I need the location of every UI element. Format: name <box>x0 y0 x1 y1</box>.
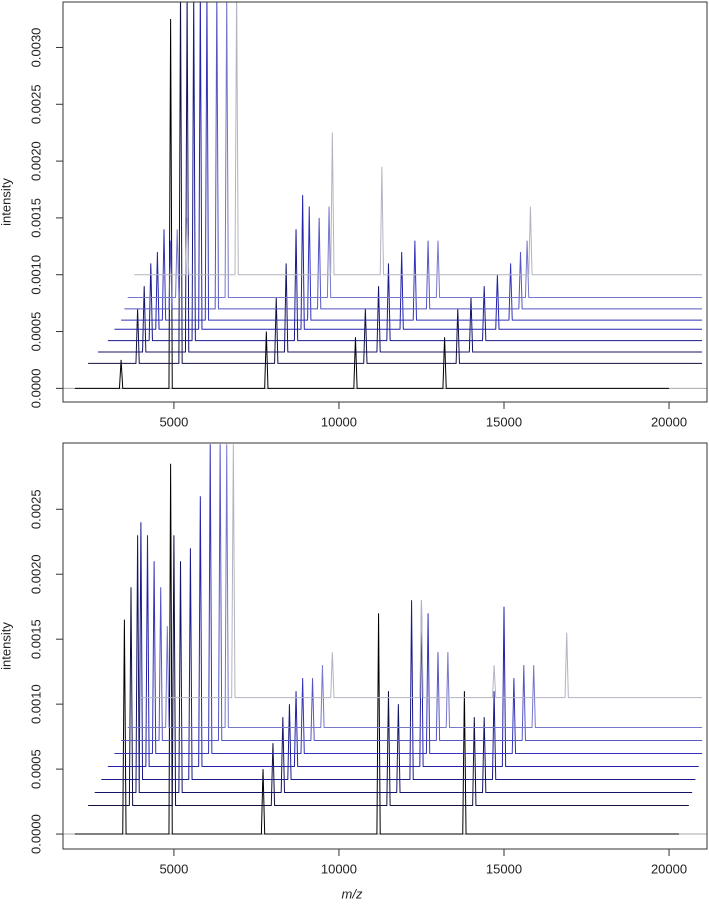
spectrum-line <box>121 444 703 742</box>
plot-frame <box>62 442 708 850</box>
spectrum-line <box>127 444 703 729</box>
y-tick-label: 0.0005 <box>28 749 43 789</box>
y-tick-label: 0.0005 <box>28 312 43 352</box>
spectrum-line <box>107 496 699 767</box>
spectrum-line <box>124 2 703 310</box>
plot-area <box>74 2 703 389</box>
spectrum-line <box>121 2 703 321</box>
spectrum-line <box>74 19 670 389</box>
x-tick-label: 10000 <box>321 861 357 876</box>
spectrum-line <box>88 535 689 806</box>
spectrum-line <box>134 2 703 276</box>
x-axis-label: m/z <box>342 886 363 901</box>
x-tick-label: 15000 <box>486 861 522 876</box>
x-tick-label: 10000 <box>321 414 357 429</box>
plot-frame <box>62 1 708 403</box>
x-tick-label: 20000 <box>651 414 687 429</box>
y-tick-label: 0.0000 <box>28 368 43 408</box>
x-tick-label: 15000 <box>486 414 522 429</box>
y-tick-label: 0.0000 <box>28 814 43 854</box>
spectrum-line <box>114 444 703 755</box>
spectrum-line <box>94 535 693 793</box>
plot-area <box>74 444 703 835</box>
y-tick-label: 0.0015 <box>28 198 43 238</box>
y-axis-label: intensity <box>0 622 13 670</box>
y-tick-label: 0.0015 <box>28 619 43 659</box>
y-tick-label: 0.0010 <box>28 255 43 295</box>
y-tick-label: 0.0010 <box>28 684 43 724</box>
spectrum-line <box>114 2 703 330</box>
spectrum-line <box>101 522 696 780</box>
x-tick-label: 5000 <box>159 861 188 876</box>
y-tick-label: 0.0025 <box>28 489 43 529</box>
y-tick-label: 0.0020 <box>28 141 43 181</box>
y-tick-label: 0.0030 <box>28 28 43 68</box>
spectrum-line <box>140 444 703 699</box>
y-tick-label: 0.0025 <box>28 84 43 124</box>
y-tick-label: 0.0020 <box>28 554 43 594</box>
spectrum-line <box>97 2 703 353</box>
x-tick-label: 20000 <box>651 861 687 876</box>
x-tick-label: 5000 <box>159 414 188 429</box>
spectrum-line <box>74 463 679 835</box>
spectrum-line <box>107 2 703 342</box>
y-axis-label: intensity <box>0 178 13 226</box>
